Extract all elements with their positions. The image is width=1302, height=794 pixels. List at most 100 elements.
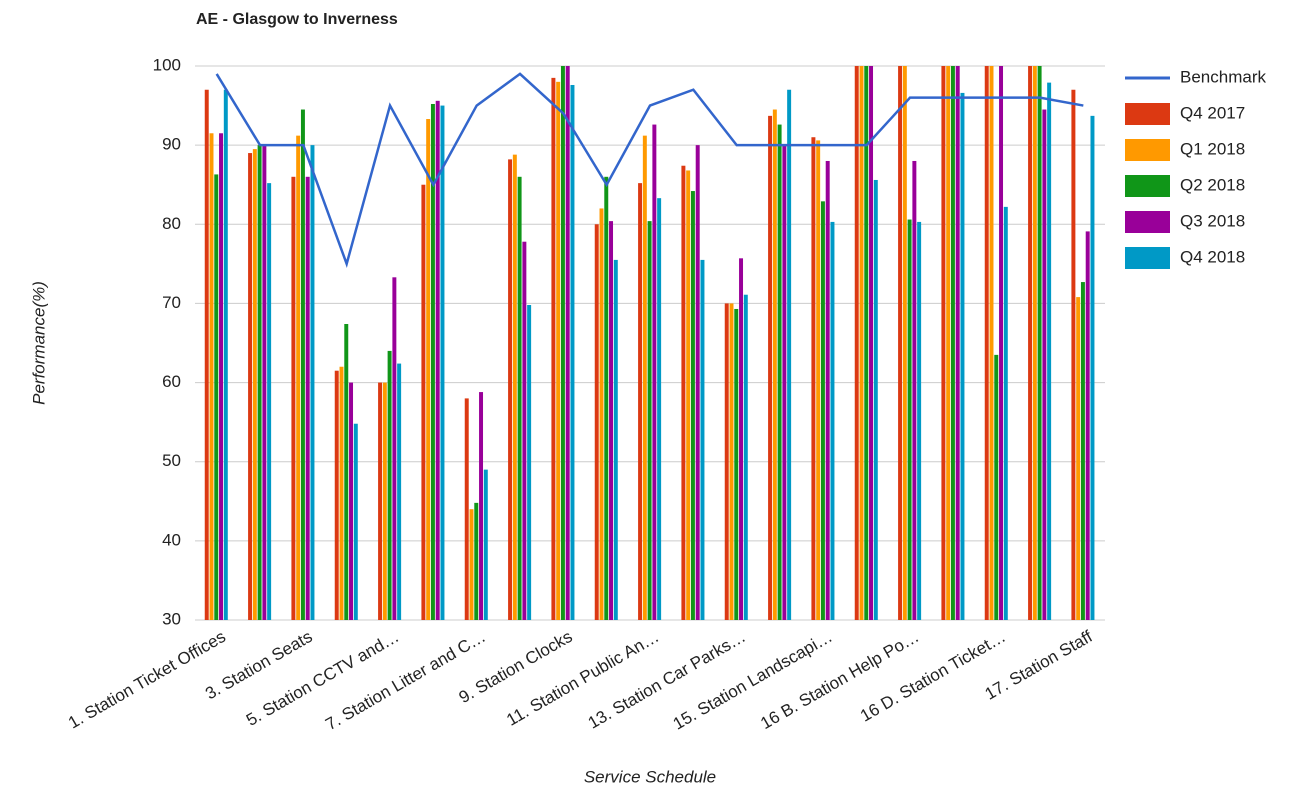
- x-tick-label: 5. Station CCTV and…: [243, 627, 402, 730]
- legend-label: Q3 2018: [1180, 211, 1245, 230]
- bar: [820, 201, 825, 620]
- bar: [1028, 66, 1033, 620]
- bar: [387, 350, 392, 620]
- y-tick-label: 80: [162, 214, 181, 233]
- bar: [869, 66, 874, 620]
- x-tick-label: 7. Station Litter and C…: [322, 627, 489, 734]
- bar: [527, 305, 532, 620]
- y-tick-label: 90: [162, 135, 181, 154]
- bar: [508, 159, 513, 621]
- bar: [1047, 82, 1052, 621]
- bar: [907, 219, 912, 620]
- bar: [570, 84, 575, 621]
- bar: [772, 109, 777, 621]
- legend-label: Q4 2017: [1180, 103, 1245, 122]
- bar: [695, 145, 700, 620]
- bar: [811, 137, 816, 620]
- chart-title: AE - Glasgow to Inverness: [196, 11, 398, 28]
- bar: [1071, 89, 1076, 620]
- bar: [267, 183, 272, 621]
- bar: [647, 221, 652, 620]
- bar: [565, 66, 570, 620]
- bar: [339, 366, 344, 620]
- bar: [556, 81, 561, 621]
- bar: [599, 208, 604, 620]
- bar: [854, 66, 859, 620]
- bar: [209, 133, 214, 620]
- bar: [989, 66, 994, 620]
- bar: [517, 176, 522, 621]
- benchmark-line: [215, 72, 1084, 268]
- x-tick-label: 13. Station Car Parks…: [585, 627, 749, 733]
- bar: [262, 145, 267, 620]
- bar: [560, 66, 565, 620]
- y-tick-label: 50: [162, 451, 181, 470]
- bar: [768, 115, 773, 621]
- bar: [816, 140, 821, 620]
- legend-label: Q2 2018: [1180, 175, 1245, 194]
- bar: [522, 241, 527, 620]
- bar: [734, 308, 739, 620]
- bar: [859, 66, 864, 620]
- bar: [512, 154, 517, 620]
- x-tick-label: 15. Station Landscapi…: [670, 627, 836, 734]
- bar: [690, 191, 695, 620]
- bar: [1042, 109, 1047, 621]
- legend-swatch: [1125, 211, 1170, 233]
- bar: [252, 149, 257, 620]
- legend-label: Q4 2018: [1180, 247, 1245, 266]
- legend-swatch: [1125, 139, 1170, 161]
- x-tick-label: 1. Station Ticket Offices: [65, 627, 229, 733]
- bar: [440, 105, 445, 621]
- bar: [700, 259, 705, 620]
- bar: [898, 66, 903, 620]
- bar: [787, 89, 792, 620]
- bar: [594, 224, 599, 621]
- bar: [305, 176, 310, 621]
- bar: [551, 77, 556, 620]
- bar: [483, 469, 488, 620]
- y-tick-label: 30: [162, 609, 181, 628]
- bar: [214, 174, 219, 620]
- bar: [946, 66, 951, 620]
- bar: [724, 303, 729, 620]
- y-tick-label: 40: [162, 530, 181, 549]
- legend-swatch: [1125, 175, 1170, 197]
- bar: [223, 89, 228, 620]
- bar: [1076, 297, 1081, 620]
- y-axis-label: Performance(%): [29, 281, 48, 405]
- bar: [353, 423, 358, 620]
- bar: [479, 392, 484, 620]
- bar: [435, 100, 440, 620]
- bar: [219, 133, 224, 620]
- bar: [257, 145, 262, 620]
- legend-label: Benchmark: [1180, 67, 1266, 86]
- bar: [681, 165, 686, 620]
- bar: [638, 183, 643, 621]
- bar: [642, 135, 647, 620]
- x-tick-label: 16 D. Station Ticket…: [857, 627, 1009, 726]
- bar: [1003, 206, 1008, 621]
- legend-swatch: [1125, 247, 1170, 269]
- bar: [430, 103, 435, 620]
- bar: [310, 145, 315, 620]
- bar: [960, 92, 965, 620]
- bar: [291, 176, 296, 621]
- bar: [739, 258, 744, 620]
- bar: [613, 259, 618, 620]
- bar: [994, 354, 999, 620]
- bar: [609, 221, 614, 620]
- bar: [729, 303, 734, 620]
- legend-swatch: [1125, 103, 1170, 125]
- x-tick-label: 16 B. Station Help Po…: [757, 627, 922, 733]
- bar: [300, 109, 305, 621]
- bar: [296, 135, 301, 620]
- bar: [743, 294, 748, 620]
- bar: [1080, 282, 1085, 620]
- bar: [782, 145, 787, 620]
- bar: [1037, 66, 1042, 620]
- bar: [777, 124, 782, 621]
- bar: [917, 221, 922, 620]
- bar: [941, 66, 946, 620]
